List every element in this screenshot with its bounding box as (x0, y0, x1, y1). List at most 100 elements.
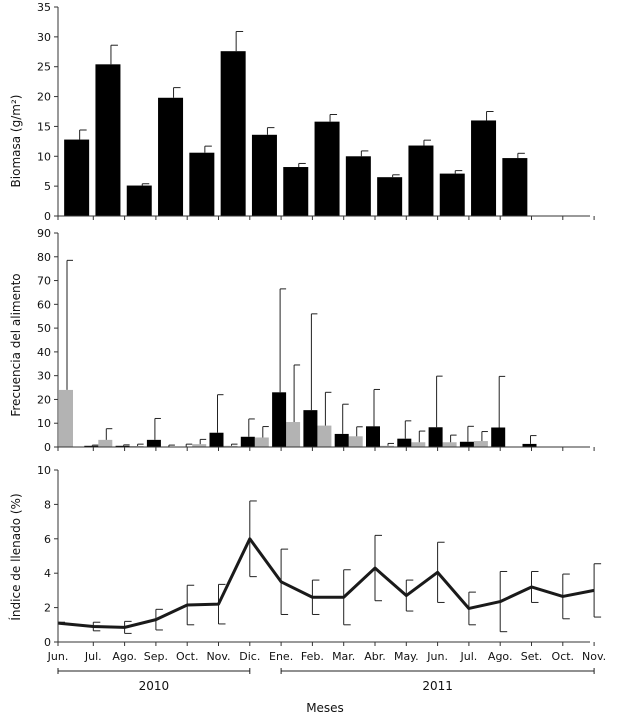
month-label: Jun. (47, 650, 69, 663)
biomass-bar (126, 185, 152, 216)
biomass-bar (439, 173, 465, 216)
month-label: Ago. (488, 650, 513, 663)
black-bar (459, 441, 474, 447)
month-label: Feb. (301, 650, 324, 663)
black-bar (522, 443, 537, 447)
gray-bar (254, 437, 269, 447)
biomass-bar (502, 158, 528, 216)
year-label: 2010 (139, 679, 170, 693)
month-label: Oct. (552, 650, 575, 663)
black-bar (397, 438, 412, 447)
biomass-panel: 0 5 10 15 20 25 30 35 Biomasa (g/m²) (9, 1, 595, 223)
y-tick-label: 0 (44, 441, 51, 454)
month-tick-labels: Jun. Jul. Ago. Sep. Oct. Nov. Dic. Ene. Feb. Mar.… (47, 650, 607, 663)
biomass-bar (64, 139, 90, 216)
biomass-bar (95, 64, 121, 216)
black-bar (334, 433, 349, 447)
biomass-bar (345, 156, 371, 216)
fill-index-panel: 0 2 4 6 8 10 Índice de llenado (%) (8, 464, 602, 649)
fill-index-line (57, 537, 595, 629)
y-tick-label: 80 (37, 251, 51, 264)
black-bar (491, 427, 506, 447)
y-tick-label: 10 (37, 464, 51, 477)
month-label: Jun. (426, 650, 448, 663)
black-bar (115, 445, 130, 447)
y-tick-label: 30 (37, 370, 51, 383)
frequency-panel: 0 10 20 30 40 50 60 70 80 90 Frecuencia del alime… (9, 227, 595, 454)
y-tick-label: 35 (37, 1, 51, 14)
black-bar (303, 410, 318, 447)
gray-bar (98, 439, 113, 447)
gray-bar (442, 442, 457, 447)
y-tick-label: 25 (37, 61, 51, 74)
y-tick-label: 50 (37, 322, 51, 335)
gray-bar (317, 425, 332, 447)
gray-bar (286, 422, 301, 447)
black-bar (146, 439, 161, 447)
y-tick-label: 8 (44, 498, 51, 511)
biomass-bar (251, 134, 277, 216)
gray-bar (192, 444, 207, 447)
biomass-bar (158, 97, 184, 216)
black-bar (84, 445, 99, 447)
fill-index-y-ticks: 0 2 4 6 8 10 (37, 464, 595, 649)
gray-bar (223, 445, 238, 447)
biomass-bar (377, 177, 403, 216)
year-brackets: 2010 2011 (57, 668, 595, 693)
month-label: Nov. (206, 650, 230, 663)
y-tick-label: 2 (44, 602, 51, 615)
y-tick-label: 0 (44, 210, 51, 223)
fill-index-series (57, 500, 602, 634)
month-label: May. (394, 650, 419, 663)
month-label: Jul. (460, 650, 478, 663)
month-label: Sep. (144, 650, 168, 663)
y-tick-label: 5 (44, 180, 51, 193)
black-bar (272, 392, 287, 447)
y-tick-label: 0 (44, 636, 51, 649)
y-tick-label: 15 (37, 120, 51, 133)
biomass-bars (64, 30, 528, 217)
biomass-bar (189, 152, 215, 216)
biomass-y-ticks: 0 5 10 15 20 25 30 35 (37, 1, 595, 223)
y-tick-label: 60 (37, 298, 51, 311)
gray-bar (380, 445, 394, 447)
year-label: 2011 (422, 679, 453, 693)
frequency-bars (59, 259, 537, 447)
fill-index-y-label: Índice de llenado (%) (8, 493, 23, 620)
month-label: Dic. (239, 650, 260, 663)
month-label: Ago. (112, 650, 137, 663)
biomass-bar (408, 145, 434, 216)
y-tick-label: 20 (37, 393, 51, 406)
frequency-y-ticks: 0 10 20 30 40 50 60 70 80 90 (37, 227, 595, 454)
gray-bar (59, 389, 73, 447)
month-label: Mar. (332, 650, 355, 663)
month-label: Abr. (364, 650, 386, 663)
black-bar (428, 427, 443, 447)
month-label: Ene. (269, 650, 293, 663)
month-label: Jul. (84, 650, 102, 663)
biomass-bar (471, 120, 497, 216)
gray-bar (348, 436, 363, 447)
black-bar (240, 436, 255, 447)
y-tick-label: 10 (37, 150, 51, 163)
y-tick-label: 20 (37, 91, 51, 104)
y-tick-label: 10 (37, 417, 51, 430)
y-tick-label: 40 (37, 346, 51, 359)
biomass-bar (283, 167, 309, 216)
y-tick-label: 30 (37, 31, 51, 44)
month-label: Set. (521, 650, 543, 663)
y-tick-label: 4 (44, 567, 51, 580)
y-tick-label: 90 (37, 227, 51, 240)
frequency-y-label: Frecuencia del alimento (9, 273, 23, 416)
y-tick-label: 6 (44, 533, 51, 546)
y-tick-label: 70 (37, 275, 51, 288)
biomass-y-label: Biomasa (g/m²) (9, 95, 23, 188)
month-label: Oct. (176, 650, 199, 663)
biomass-bar (314, 121, 340, 216)
black-bar (366, 426, 380, 447)
x-axis-title: Meses (306, 701, 344, 715)
month-label: Nov. (582, 650, 606, 663)
gray-bar (473, 441, 488, 447)
biomass-bar (220, 51, 246, 217)
